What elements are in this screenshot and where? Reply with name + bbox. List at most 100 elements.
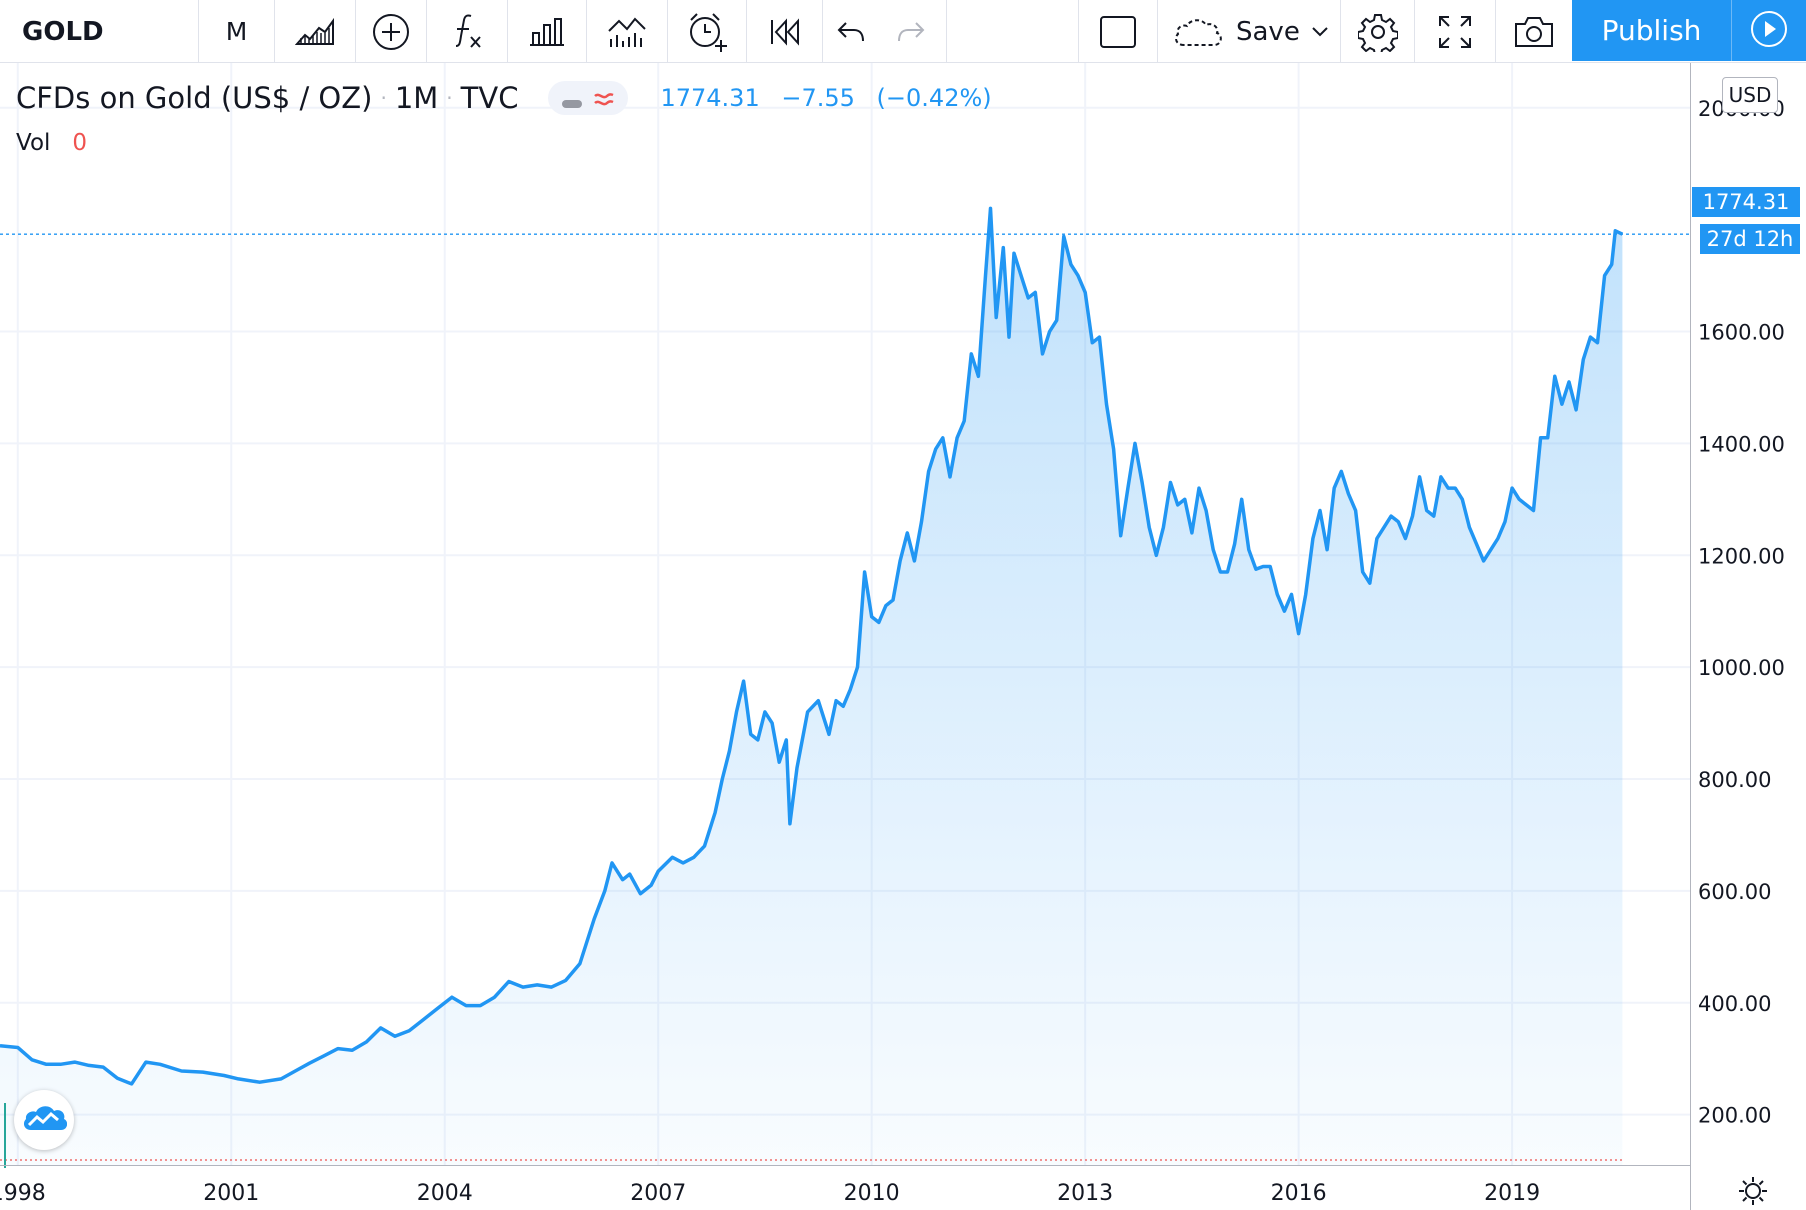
- redo-icon: [896, 19, 926, 45]
- price-tick-label: 1400.00: [1698, 432, 1785, 456]
- toolbar-divider: [822, 0, 823, 63]
- time-tick-label: 2016: [1271, 1181, 1327, 1206]
- trend-chart-icon: [607, 15, 647, 49]
- legend-separator: ·: [380, 86, 387, 110]
- legend-toggle[interactable]: [548, 81, 629, 115]
- time-axis-labels: 1998 2001 2004 2007 2010 2013 2016 2019: [0, 1181, 1540, 1206]
- toolbar-divider: [198, 0, 199, 63]
- toolbar-divider: [1414, 0, 1415, 63]
- chevron-down-icon: [1311, 26, 1329, 38]
- time-axis-border: [0, 1165, 1690, 1166]
- top-toolbar: GOLD M: [0, 0, 1806, 63]
- volume-value: 0: [72, 130, 88, 156]
- price-change-percent: (−0.42%): [876, 84, 992, 112]
- redo-button[interactable]: [883, 0, 938, 63]
- interval-button[interactable]: M: [199, 0, 274, 63]
- price-tick-label: 600.00: [1698, 880, 1771, 904]
- price-chart[interactable]: 200.00 400.00 600.00 800.00 1000.00 1200.00 14…: [0, 63, 1806, 1210]
- interval-label: M: [225, 17, 248, 46]
- price-area-fill: [0, 208, 1623, 1165]
- toolbar-divider: [355, 0, 356, 63]
- legend-separator: ·: [446, 86, 453, 110]
- publish-label: Publish: [1601, 14, 1702, 47]
- symbol-search-button[interactable]: GOLD: [22, 0, 192, 63]
- chart-legend: CFDs on Gold (US$ / OZ) · 1M · TVC 1774.…: [16, 78, 1006, 118]
- function-icon: [450, 12, 484, 52]
- toolbar-divider: [1340, 0, 1341, 63]
- time-tick-label: 2013: [1057, 1181, 1113, 1206]
- gear-icon: [1357, 12, 1398, 52]
- countdown-value: 27d 12h: [1706, 227, 1794, 251]
- financials-button[interactable]: [508, 0, 586, 63]
- chart-type-button[interactable]: [275, 0, 355, 63]
- ideas-button[interactable]: [587, 0, 667, 63]
- price-line-series: [0, 206, 1624, 1086]
- layout-button[interactable]: [1079, 0, 1157, 63]
- toolbar-divider: [586, 0, 587, 63]
- toolbar-divider: [1495, 0, 1496, 63]
- alert-button[interactable]: [668, 0, 746, 63]
- time-axis-settings-button[interactable]: [1738, 1176, 1768, 1210]
- price-tick-label: 1000.00: [1698, 656, 1785, 680]
- currency-label: USD: [1728, 83, 1772, 107]
- tradingview-logo[interactable]: [14, 1090, 74, 1150]
- price-tick-label: 400.00: [1698, 992, 1771, 1016]
- last-price: 1774.31: [660, 84, 760, 112]
- play-icon: [1749, 9, 1789, 53]
- volume-legend: Vol 0: [16, 130, 87, 156]
- last-price-label: 1774.31: [1692, 187, 1800, 217]
- time-tick-label: 1998: [0, 1181, 46, 1206]
- legend-exchange: TVC: [460, 81, 519, 115]
- price-tick-label: 800.00: [1698, 768, 1771, 792]
- area-chart-icon: [295, 17, 335, 47]
- symbol-label: GOLD: [22, 16, 104, 47]
- toolbar-divider: [667, 0, 668, 63]
- approx-icon[interactable]: [593, 81, 615, 115]
- toolbar-divider: [746, 0, 747, 63]
- time-tick-label: 2004: [417, 1181, 473, 1206]
- last-price-axis-value: 1774.31: [1702, 190, 1790, 214]
- legend-quote: 1774.31 −7.55 (−0.42%): [660, 84, 1005, 112]
- square-layout-icon: [1099, 15, 1137, 49]
- price-axis-labels: 200.00 400.00 600.00 800.00 1000.00 1200.00 14…: [1698, 97, 1785, 1128]
- bar-chart-icon: [528, 17, 566, 47]
- compare-button[interactable]: [356, 0, 426, 63]
- toolbar-divider: [946, 0, 947, 63]
- snapshot-button[interactable]: [1496, 0, 1572, 63]
- toolbar-divider: [274, 0, 275, 63]
- save-button[interactable]: Save: [1160, 0, 1345, 63]
- price-axis-border: [1690, 63, 1691, 1210]
- indicators-button[interactable]: [427, 0, 507, 63]
- legend-interval: 1M: [394, 81, 439, 115]
- rewind-icon: [768, 17, 802, 47]
- time-tick-label: 2007: [630, 1181, 686, 1206]
- price-change: −7.55: [781, 84, 855, 112]
- fullscreen-button[interactable]: [1415, 0, 1495, 63]
- save-menu-button[interactable]: [1300, 0, 1340, 63]
- undo-icon: [836, 19, 866, 45]
- alarm-clock-icon: [685, 10, 729, 54]
- play-button[interactable]: [1731, 0, 1806, 61]
- time-tick-label: 2019: [1484, 1181, 1540, 1206]
- toolbar-divider: [1078, 0, 1079, 63]
- toolbar-divider: [1157, 0, 1158, 63]
- toolbar-divider: [507, 0, 508, 63]
- toolbar-divider: [426, 0, 427, 63]
- settings-button[interactable]: [1341, 0, 1414, 63]
- price-tick-label: 1200.00: [1698, 544, 1785, 568]
- fullscreen-icon: [1437, 14, 1473, 50]
- bar-countdown-label: 27d 12h: [1700, 224, 1800, 254]
- time-tick-label: 2010: [844, 1181, 900, 1206]
- price-tick-label: 200.00: [1698, 1104, 1771, 1128]
- publish-button[interactable]: Publish: [1572, 0, 1731, 61]
- price-tick-label: 1600.00: [1698, 321, 1785, 345]
- hide-icon[interactable]: [561, 81, 582, 115]
- volume-label: Vol: [16, 130, 51, 156]
- camera-icon: [1513, 15, 1555, 49]
- replay-button[interactable]: [747, 0, 822, 63]
- cloud-icon: [1172, 16, 1224, 48]
- cloud-logo-icon: [21, 1103, 68, 1137]
- currency-button[interactable]: USD: [1722, 77, 1778, 113]
- undo-button[interactable]: [823, 0, 878, 63]
- plus-circle-icon: [371, 12, 411, 52]
